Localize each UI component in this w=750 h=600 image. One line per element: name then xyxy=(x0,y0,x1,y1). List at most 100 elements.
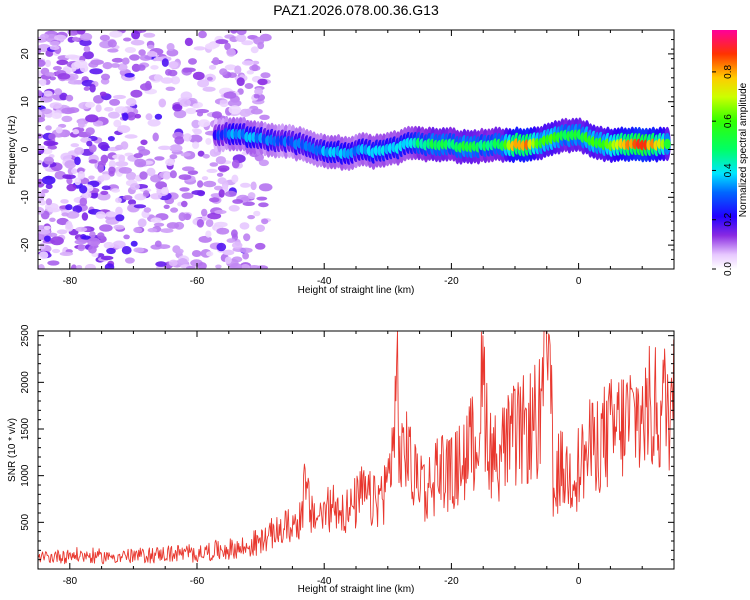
spectrogram-noise-cell xyxy=(109,98,121,106)
spectrogram-noise-cell xyxy=(214,209,227,215)
spectrogram-noise-cell xyxy=(97,141,109,150)
spectrogram-noise-cell xyxy=(97,164,104,173)
spectrogram-noise-cell xyxy=(179,187,190,192)
spectrogram-noise-cell xyxy=(184,37,193,47)
spectrogram-noise-cell xyxy=(203,180,217,188)
spectrogram-noise-cell xyxy=(130,89,143,98)
spectrogram-noise-cell xyxy=(108,166,116,174)
spectrogram-noise-cell xyxy=(85,114,99,123)
spectrogram-x-tick-label: -20 xyxy=(444,276,459,287)
spectrogram-noise-cell xyxy=(79,185,88,194)
spectrogram-noise-cell xyxy=(38,228,51,235)
spectrogram-noise-cell xyxy=(113,119,122,128)
spectrogram-noise-cell xyxy=(107,48,119,53)
spectrogram-noise-cell xyxy=(239,222,250,230)
spectrogram-noise-cell xyxy=(215,156,227,165)
spectrogram-noise-cell xyxy=(90,192,98,199)
spectrogram-y-tick-label: 20 xyxy=(20,48,31,60)
spectrogram-x-tick-label: -80 xyxy=(63,276,78,287)
spectrogram-noise-cell xyxy=(54,34,67,41)
spectrogram-noise-cell xyxy=(196,111,204,117)
spectrogram-noise-cell xyxy=(147,44,155,50)
spectrogram-noise-cell xyxy=(206,168,218,173)
spectrogram-noise-cell xyxy=(115,197,122,203)
spectrogram-noise-cell xyxy=(45,183,53,190)
spectrogram-noise-cell xyxy=(131,30,141,40)
spectrogram-noise-cell xyxy=(143,32,156,38)
spectrogram-noise-cell xyxy=(234,65,242,74)
spectrogram-noise-cell xyxy=(240,264,251,269)
spectrogram-noise-cell xyxy=(100,255,114,261)
spectrogram-noise-cell xyxy=(250,108,263,115)
spectrogram-noise-cell xyxy=(107,39,117,48)
spectrogram-ridge-cell xyxy=(663,138,671,150)
spectrogram-noise-cell xyxy=(183,133,192,142)
spectrogram-noise-cell xyxy=(99,91,107,97)
spectrogram-noise-cell xyxy=(259,114,270,121)
spectrogram-noise-cell xyxy=(95,211,106,219)
spectrogram-noise-cell xyxy=(75,226,88,232)
spectrogram-noise-cell xyxy=(83,86,90,91)
spectrogram-noise-cell xyxy=(65,94,74,102)
spectrogram-noise-cell xyxy=(65,204,73,211)
spectrogram-noise-cell xyxy=(163,172,171,180)
spectrogram-noise-cell xyxy=(41,175,56,185)
spectrogram-noise-cell xyxy=(66,107,80,114)
spectrogram-noise-cell xyxy=(222,249,235,256)
spectrogram-noise-cell xyxy=(178,212,187,222)
spectrogram-noise-cell xyxy=(84,263,96,269)
spectrogram-noise-cell xyxy=(39,242,46,250)
spectrogram-noise-cell xyxy=(219,68,228,76)
spectrogram-noise-cell xyxy=(182,166,195,172)
spectrogram-noise-cell xyxy=(52,66,62,71)
spectrogram-noise-cell xyxy=(133,204,147,209)
spectrogram-noise-cell xyxy=(121,246,132,255)
spectrogram-noise-cell xyxy=(224,190,237,197)
spectrogram-noise-cell xyxy=(172,104,183,112)
spectrogram-noise-cell xyxy=(145,113,153,121)
spectrogram-noise-cell xyxy=(160,228,174,234)
spectrogram-noise-cell xyxy=(112,240,126,249)
spectrogram-noise-cell xyxy=(120,141,129,150)
spectrogram-noise-cell xyxy=(160,77,174,84)
spectrogram-noise-cell xyxy=(232,199,244,204)
spectrogram-noise-cell xyxy=(62,174,72,180)
spectrogram-noise-cell xyxy=(202,86,216,92)
spectrogram-noise-cell xyxy=(215,264,222,269)
spectrogram-noise-cell xyxy=(123,234,130,240)
spectrogram-noise-cell xyxy=(122,195,133,201)
spectrogram-noise-cell xyxy=(38,191,42,201)
spectrogram-noise-cell xyxy=(82,51,94,60)
spectrogram-panel: -80 -60 -40 -20 0 -20 -10 0 10 20 Height of stra… xyxy=(7,29,675,296)
spectrogram-noise-cell xyxy=(60,152,72,162)
spectrogram-noise-cell xyxy=(257,41,265,50)
snr-x-tick-label: -60 xyxy=(190,576,205,587)
spectrogram-noise-cell xyxy=(38,199,46,206)
spectrogram-y-axis-label: Frequency (Hz) xyxy=(7,116,18,185)
spectrogram-noise-cell xyxy=(146,167,156,177)
spectrogram-noise-cell xyxy=(105,211,117,218)
spectrogram-noise-cell xyxy=(192,141,200,149)
spectrogram-noise-cell xyxy=(168,61,179,69)
spectrogram-x-tick-label: 0 xyxy=(576,276,582,287)
spectrogram-noise-cell xyxy=(74,239,87,245)
spectrogram-noise-cell xyxy=(147,119,161,127)
spectrogram-noise-cell xyxy=(110,63,120,68)
spectrogram-noise-cell xyxy=(61,115,73,123)
spectrogram-noise-cell xyxy=(188,58,197,65)
colorbar: 0.0 0.2 0.4 0.6 0.8 Normalized spectral ampl… xyxy=(712,30,749,276)
spectrogram-noise-cell xyxy=(208,64,217,70)
spectrogram-noise-cell xyxy=(39,78,47,87)
spectrogram-y-tick-label: 10 xyxy=(20,96,31,108)
spectrogram-noise-cell xyxy=(196,219,204,228)
spectrogram-noise-cell xyxy=(72,205,83,214)
spectrogram-noise-cell xyxy=(231,229,238,238)
spectrogram-noise-cell xyxy=(254,242,266,250)
spectrogram-noise-cell xyxy=(137,218,147,228)
spectrogram-noise-cell xyxy=(122,57,130,65)
spectrogram-noise-cell xyxy=(43,225,51,230)
spectrogram-noise-cell xyxy=(40,108,53,115)
spectrogram-noise-cell xyxy=(66,183,77,192)
spectrogram-noise-cell xyxy=(250,46,259,54)
spectrogram-noise-cell xyxy=(165,86,176,92)
